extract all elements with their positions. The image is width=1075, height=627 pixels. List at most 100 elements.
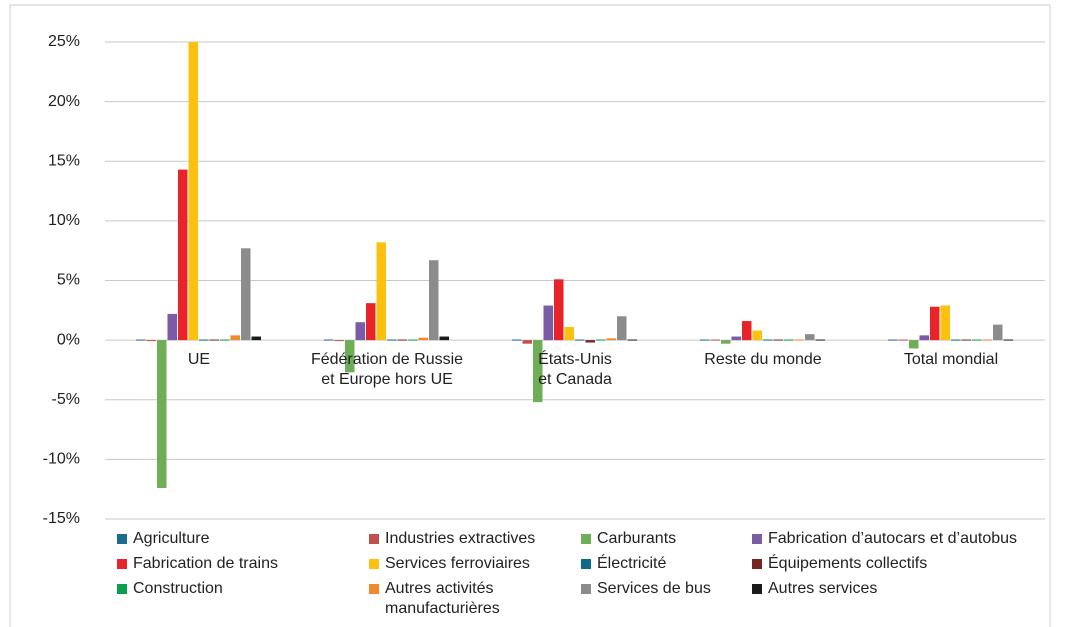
legend-swatch (581, 584, 591, 594)
legend-label: Services ferroviaires (385, 555, 530, 572)
bar (408, 339, 418, 341)
legend-swatch (369, 584, 379, 594)
bar (763, 339, 773, 341)
bar (251, 336, 261, 341)
y-tick-label: 15% (48, 152, 80, 169)
legend-label: Électricité (597, 555, 667, 572)
bar (710, 339, 720, 341)
bar (167, 313, 177, 341)
bar (554, 279, 564, 341)
bar (324, 339, 334, 341)
bar (606, 338, 616, 341)
bar (627, 339, 637, 341)
bar (199, 339, 209, 341)
x-tick-label: Fédération de Russie et Europe hors UE (310, 351, 464, 389)
x-tick-label: Total mondial (903, 351, 999, 369)
bar (982, 339, 992, 341)
bar (230, 335, 240, 341)
y-tick-label: 0% (57, 331, 80, 348)
bar (429, 260, 439, 341)
y-tick-label: 20% (48, 93, 80, 110)
bar (961, 339, 971, 341)
bar (951, 339, 961, 341)
legend-label: Autres services (768, 580, 878, 597)
bar (742, 321, 752, 341)
bar (972, 339, 982, 341)
bar (387, 339, 397, 341)
frame (9, 4, 1051, 627)
bar (1003, 339, 1013, 341)
bar (898, 339, 908, 341)
bar (533, 340, 543, 403)
bar (585, 340, 595, 343)
legend-swatch (369, 559, 379, 569)
bar (439, 336, 449, 341)
y-tick-label: 5% (57, 272, 80, 289)
y-tick-label: -5% (52, 391, 80, 408)
bar (522, 340, 532, 344)
y-tick-label: -10% (43, 451, 80, 468)
bar (794, 339, 804, 341)
bar (178, 169, 188, 341)
bar (784, 339, 794, 341)
legend-label: Industries extractives (385, 530, 536, 547)
bar (209, 339, 219, 341)
legend-swatch (117, 584, 127, 594)
bar (418, 337, 428, 341)
bar (888, 339, 898, 341)
legend-label: Carburants (597, 530, 677, 547)
legend-swatch (369, 534, 379, 544)
bar (146, 340, 156, 342)
bar (596, 339, 606, 341)
bar (805, 334, 815, 341)
bar (512, 339, 522, 341)
bar (136, 339, 146, 341)
bar (930, 306, 940, 341)
legend-swatch (117, 559, 127, 569)
legend-label: Autres activités manufacturières (385, 580, 500, 617)
legend-label: Fabrication de trains (133, 555, 278, 572)
legend-label: Fabrication d’autocars et d’autobus (768, 530, 1018, 547)
x-tick-label: États-Unis et Canada (538, 351, 612, 389)
y-tick-label: 25% (48, 33, 80, 50)
bar (815, 339, 825, 341)
bar (564, 327, 574, 341)
legend-swatch (752, 584, 762, 594)
y-tick-label: -15% (43, 510, 80, 527)
bar (366, 303, 376, 341)
bar (376, 242, 386, 341)
legend-swatch (581, 534, 591, 544)
legend-label: Construction (133, 580, 223, 597)
bar (919, 335, 929, 341)
bar (721, 340, 731, 344)
x-tick-label: Reste du monde (704, 351, 822, 369)
bar (397, 339, 407, 341)
bar (355, 322, 365, 341)
y-tick-label: 10% (48, 212, 80, 229)
legend-swatch (752, 534, 762, 544)
bar (617, 316, 627, 341)
bar (157, 340, 167, 488)
legend-swatch (581, 559, 591, 569)
legend-label: Équipements collectifs (768, 555, 928, 572)
bar (241, 248, 251, 341)
bar (188, 42, 198, 341)
x-tick-label: UE (187, 351, 211, 369)
bar (575, 339, 585, 341)
bar (543, 305, 553, 341)
legend-label: Services de bus (597, 580, 711, 597)
bar (993, 324, 1003, 341)
legend-label: Agriculture (133, 530, 210, 547)
bar (334, 340, 344, 342)
bar (345, 340, 355, 373)
bar (220, 339, 230, 341)
bar (700, 339, 710, 341)
bar (773, 339, 783, 341)
bar (940, 305, 950, 341)
legend-swatch (117, 534, 127, 544)
bar (731, 336, 741, 341)
bar (909, 340, 919, 349)
legend-swatch (752, 559, 762, 569)
